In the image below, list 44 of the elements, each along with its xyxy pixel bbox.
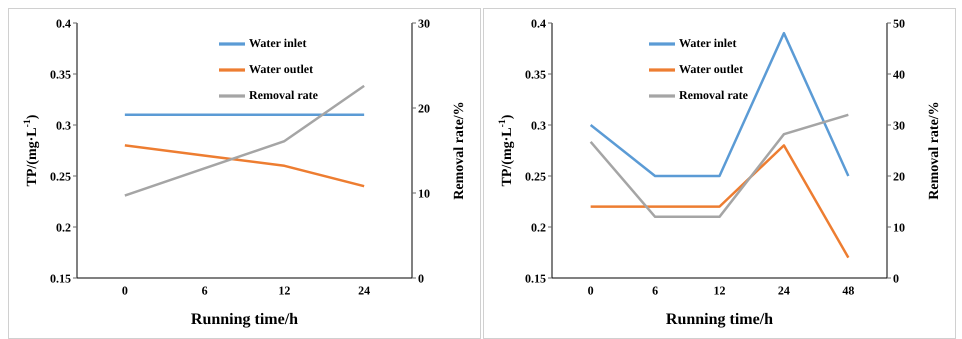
y2-tick-label: 30 xyxy=(893,118,905,132)
y2-tick-label: 10 xyxy=(893,220,905,234)
y2-tick-label: 10 xyxy=(418,186,430,200)
y-tick-label: 0.4 xyxy=(531,16,546,30)
y-tick-label: 0.3 xyxy=(56,118,71,132)
y2-axis-title: Removal rate/% xyxy=(927,101,942,200)
y-tick-label: 0.15 xyxy=(50,271,71,286)
y-tick-label: 0.35 xyxy=(525,67,546,82)
y-tick-label: 0.2 xyxy=(531,220,546,234)
line-series xyxy=(124,144,366,188)
legend-label: Removal rate xyxy=(249,88,318,102)
y2-tick-label: 20 xyxy=(893,169,905,184)
x-tick-label: 24 xyxy=(358,284,370,298)
x-tick-label: 24 xyxy=(778,284,790,298)
y2-axis-title: Removal rate/% xyxy=(452,101,468,200)
y-tick-label: 0.35 xyxy=(50,67,71,82)
y-tick-label: 0.25 xyxy=(525,169,546,184)
x-tick-label: 0 xyxy=(122,284,128,298)
y-tick-label: 0.2 xyxy=(56,220,71,234)
y2-tick-label: 0 xyxy=(893,271,899,286)
legend-label: Removal rate xyxy=(679,88,748,102)
y2-tick-label: 20 xyxy=(418,101,430,116)
x-tick-label: 12 xyxy=(278,284,290,298)
x-tick-label: 12 xyxy=(714,284,726,298)
x-axis-title: Running time/h xyxy=(666,311,774,328)
y-tick-label: 0.3 xyxy=(531,118,546,132)
y-tick-label: 0.4 xyxy=(56,16,71,30)
legend-label: Water outlet xyxy=(679,62,744,76)
y2-tick-label: 30 xyxy=(418,16,430,30)
y2-tick-label: 40 xyxy=(893,67,905,82)
x-tick-label: 6 xyxy=(202,284,208,298)
x-axis-title: Running time/h xyxy=(190,311,298,328)
y-tick-label: 0.25 xyxy=(50,169,71,184)
legend-label: Water inlet xyxy=(249,36,306,50)
x-tick-label: 0 xyxy=(588,284,594,298)
line-series xyxy=(589,114,850,218)
x-tick-label: 6 xyxy=(652,284,658,298)
y2-tick-label: 50 xyxy=(893,16,905,30)
y2-tick-label: 0 xyxy=(418,271,424,286)
y-tick-label: 0.15 xyxy=(525,271,546,286)
legend-label: Water outlet xyxy=(249,62,314,76)
legend-label: Water inlet xyxy=(679,36,736,50)
x-tick-label: 48 xyxy=(842,284,854,298)
line-series xyxy=(124,84,366,197)
